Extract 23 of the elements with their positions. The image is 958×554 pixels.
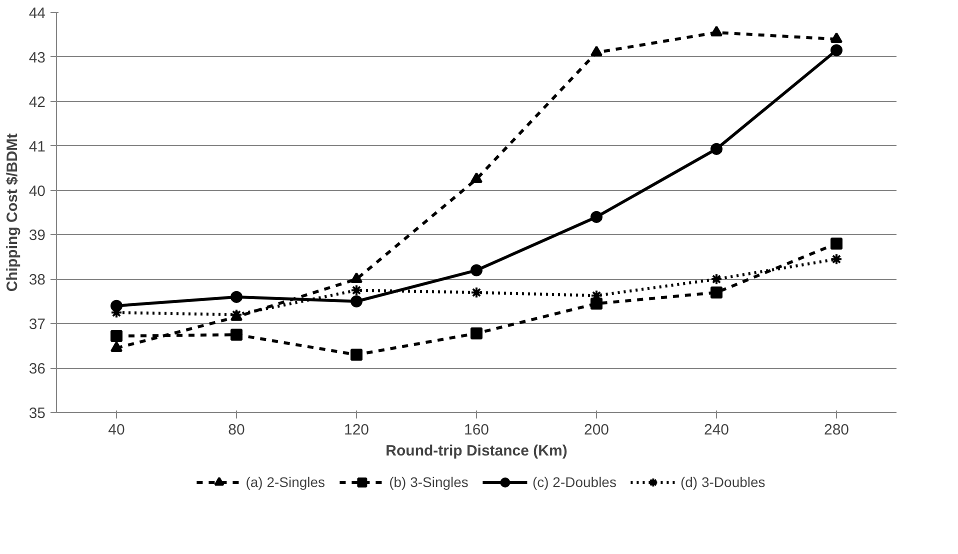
x-tick-label: 240 xyxy=(704,422,730,438)
legend-label: (b) 3-Singles xyxy=(389,474,468,490)
y-tick-label: 40 xyxy=(28,182,46,200)
legend-label: (a) 2-Singles xyxy=(246,474,326,490)
y-tick-label: 43 xyxy=(28,49,46,66)
y-tick-label: 36 xyxy=(28,360,46,378)
y-axis-title: Chipping Cost $/BDMt xyxy=(4,133,21,292)
x-tick-label: 120 xyxy=(344,422,370,438)
y-tick-label: 35 xyxy=(28,405,46,422)
y-tick-label: 38 xyxy=(28,272,46,289)
legend-label: (c) 2-Doubles xyxy=(532,474,616,490)
x-tick-label: 280 xyxy=(824,422,850,438)
y-tick-label: 37 xyxy=(28,316,46,334)
y-tick-label: 41 xyxy=(28,138,46,156)
y-tick-label: 42 xyxy=(28,94,46,111)
x-tick-label: 200 xyxy=(584,422,610,438)
x-tick-label: 40 xyxy=(108,422,125,438)
y-tick-label: 39 xyxy=(28,227,46,244)
legend-label: (d) 3-Doubles xyxy=(680,474,766,490)
y-tick-label: 44 xyxy=(28,5,46,22)
x-tick-label: 160 xyxy=(464,422,490,438)
x-axis-title: Round-trip Distance (Km) xyxy=(386,442,568,460)
x-tick-label: 80 xyxy=(228,422,245,438)
